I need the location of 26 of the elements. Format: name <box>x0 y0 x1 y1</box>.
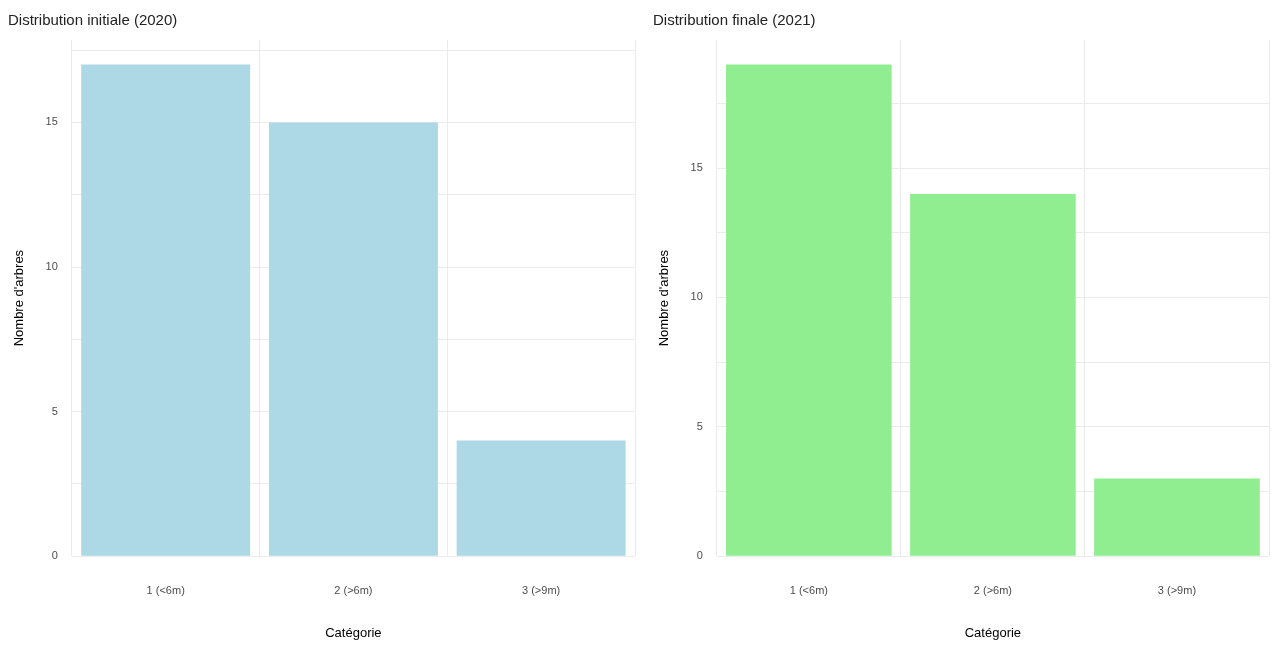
bar <box>268 122 438 556</box>
y-tick-label: 10 <box>690 290 703 303</box>
y-tick-label: 15 <box>690 161 703 174</box>
x-tick-label: 1 (<6m) <box>789 583 828 596</box>
bar <box>456 440 626 556</box>
y-tick-label: 0 <box>51 549 58 562</box>
x-axis-title: Catégorie <box>325 624 382 640</box>
x-tick-label: 2 (>6m) <box>973 583 1013 596</box>
y-axis-title: Nombre d'arbres <box>656 249 672 347</box>
y-tick-label: 5 <box>51 404 58 417</box>
y-tick-label: 15 <box>45 115 58 128</box>
y-tick-label: 5 <box>696 419 703 432</box>
chart-title: Distribution finale (2021) <box>653 11 816 29</box>
bar <box>726 64 892 556</box>
bar <box>81 64 251 556</box>
bar <box>910 193 1076 556</box>
bar <box>1094 478 1260 556</box>
x-tick-label: 3 (>9m) <box>522 583 561 596</box>
y-axis-title: Nombre d'arbres <box>11 249 27 347</box>
x-tick-label: 3 (>9m) <box>1157 583 1197 596</box>
x-tick-label: 2 (>6m) <box>334 583 373 596</box>
chart-title: Distribution initiale (2020) <box>8 11 178 29</box>
x-axis-title: Catégorie <box>964 624 1022 640</box>
y-tick-label: 10 <box>45 260 58 273</box>
x-tick-label: 1 (<6m) <box>146 583 185 596</box>
y-tick-label: 0 <box>696 549 703 562</box>
